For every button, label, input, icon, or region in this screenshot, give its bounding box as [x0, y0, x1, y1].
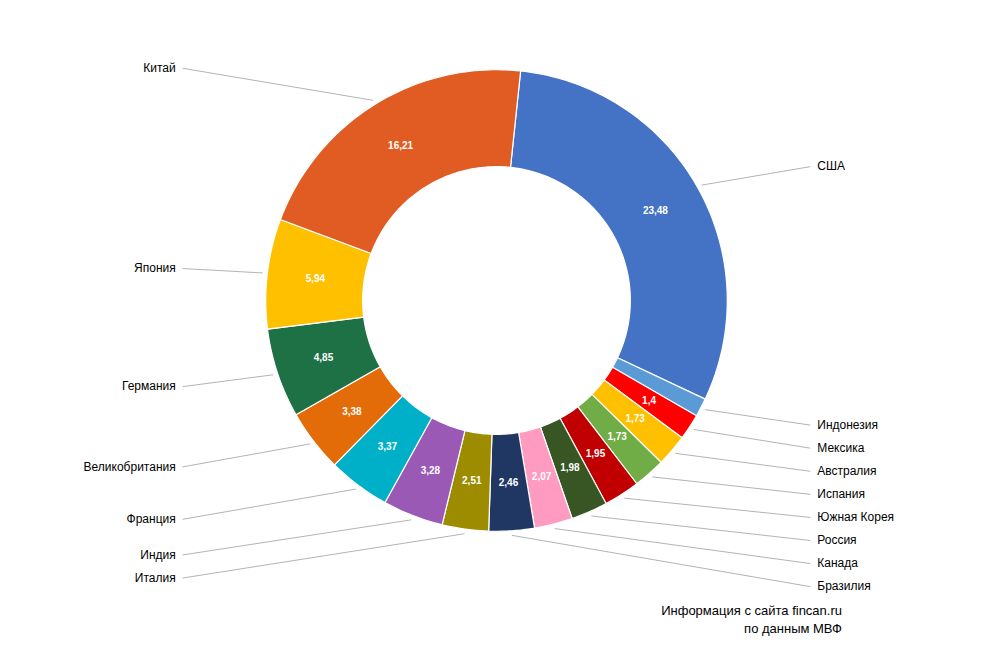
svg-text:Россия: Россия [817, 533, 856, 547]
html-text:по данным МВФ: по данным МВФ [744, 621, 842, 636]
svg-text:Великобритания: Великобритания [84, 460, 176, 474]
svg-text:Индонезия: Индонезия [817, 418, 878, 432]
svg-text:5,94: 5,94 [306, 273, 326, 284]
svg-text:Австралия: Австралия [817, 464, 876, 478]
svg-text:4,85: 4,85 [314, 352, 334, 363]
html-text:Информация с сайта fincan.ru: Информация с сайта fincan.ru [661, 603, 842, 618]
svg-text:23,48: 23,48 [643, 205, 668, 216]
svg-text:3,28: 3,28 [421, 465, 441, 476]
svg-text:Япония: Япония [134, 261, 176, 275]
svg-text:16,21: 16,21 [388, 140, 413, 151]
svg-text:2,51: 2,51 [462, 475, 482, 486]
svg-text:США: США [817, 159, 845, 173]
svg-text:Бразилия: Бразилия [817, 579, 871, 593]
svg-text:3,37: 3,37 [378, 441, 398, 452]
svg-text:1,73: 1,73 [607, 431, 627, 442]
svg-text:2,07: 2,07 [532, 471, 552, 482]
svg-text:Франция: Франция [127, 512, 176, 526]
svg-text:1,73: 1,73 [625, 413, 645, 424]
svg-text:Германия: Германия [122, 379, 176, 393]
svg-text:Китай: Китай [143, 61, 175, 75]
svg-text:Индия: Индия [140, 548, 175, 562]
svg-text:1,95: 1,95 [586, 448, 606, 459]
svg-text:Мексика: Мексика [817, 441, 864, 455]
svg-text:Италия: Италия [135, 571, 176, 585]
svg-text:1,98: 1,98 [560, 462, 580, 473]
svg-text:Южная Корея: Южная Корея [817, 510, 894, 524]
svg-text:1,4: 1,4 [642, 395, 656, 406]
svg-text:Канада: Канада [817, 556, 858, 570]
svg-text:Испания: Испания [817, 487, 865, 501]
svg-text:2,46: 2,46 [499, 477, 519, 488]
svg-text:3,38: 3,38 [342, 406, 362, 417]
